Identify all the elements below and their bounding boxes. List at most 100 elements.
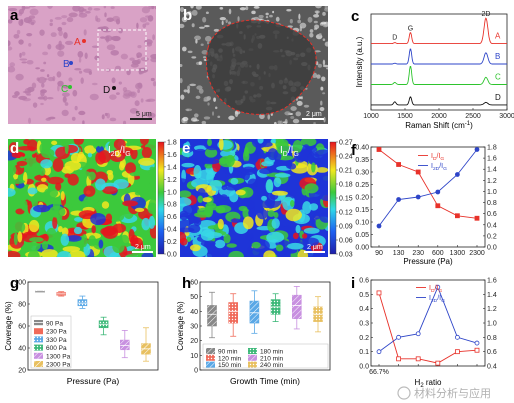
e-map-region: [267, 210, 275, 218]
d-map-region: [13, 221, 26, 234]
micrograph-grain: [27, 19, 36, 25]
e-colorbar-label: 0.09: [339, 224, 353, 231]
g-legend-label: 2300 Pa: [46, 362, 71, 369]
f-point: [396, 197, 402, 202]
micrograph-grain: [21, 61, 27, 64]
point-label-a: A: [74, 37, 81, 48]
c-xtick-label: 2500: [465, 113, 481, 120]
sem-particle: [314, 24, 320, 30]
d-colorbar-label: 0.6: [167, 214, 177, 221]
e-map-region: [226, 243, 237, 248]
c-xtick-label: 2000: [431, 113, 447, 120]
sem-particle: [217, 115, 221, 119]
f-ytick-label-right: 0.2: [487, 233, 497, 240]
d-map-region: [80, 199, 98, 208]
e-colorbar-label: 0.06: [339, 238, 353, 245]
e-map-region: [182, 145, 194, 153]
d-map-region: [101, 201, 110, 209]
d-map-region: [39, 143, 45, 154]
micrograph-grain: [43, 95, 48, 101]
micrograph-grain: [8, 7, 18, 12]
e-map-region: [218, 139, 224, 151]
sem-particle: [180, 78, 183, 84]
e-map-region: [319, 191, 328, 202]
f-xtick-label: 600: [432, 250, 444, 257]
d-map-region: [25, 242, 33, 249]
i-ytick-label-left: 0.0: [359, 364, 369, 371]
e-map-region: [219, 194, 229, 206]
g-ytick-label-left: 40: [18, 346, 26, 353]
d-map-region: [91, 225, 96, 234]
sem-particle: [180, 94, 185, 100]
e-map-region: [244, 146, 249, 157]
e-map-region: [289, 200, 295, 207]
e-map-region: [273, 177, 282, 188]
f-ytick-label-right: 1.2: [487, 178, 497, 185]
d-map-region: [137, 189, 153, 194]
h-box-pattern: [228, 302, 238, 324]
micrograph-grain: [78, 57, 82, 63]
micrograph-grain: [137, 45, 142, 49]
micrograph-grain: [77, 51, 84, 58]
f-point: [376, 223, 382, 229]
i-ytick-label-left: 0.5: [359, 292, 369, 299]
sem-particle: [187, 88, 190, 94]
panel-a-micrograph: AB C D 5 μm: [8, 6, 156, 124]
d-map-region: [149, 175, 156, 187]
micrograph-grain: [140, 56, 150, 62]
micrograph-grain: [109, 117, 117, 122]
d-map-region: [88, 171, 96, 181]
micrograph-grain: [123, 89, 133, 97]
panel-b-label: b: [183, 7, 192, 24]
e-map-region: [206, 251, 225, 257]
d-map-region: [100, 227, 117, 236]
sem-particle: [182, 46, 187, 52]
micrograph-grain: [110, 36, 120, 41]
g-box-pattern: [35, 290, 45, 293]
micrograph-grain: [63, 32, 68, 39]
sem-particle: [324, 41, 328, 47]
micrograph-grain: [61, 21, 67, 26]
g-legend-label: 330 Pa: [46, 337, 67, 344]
micrograph-grain: [152, 81, 156, 87]
e-colorbar-label: 0.12: [339, 210, 353, 217]
micrograph-grain: [106, 112, 111, 119]
d-map-region: [105, 213, 113, 222]
g-box-pattern: [77, 299, 87, 306]
sem-particle: [219, 7, 224, 10]
f-ytick-label-left: 0.40: [355, 145, 369, 152]
sem-particle: [290, 106, 297, 111]
f-xtick-label: 2300: [469, 250, 485, 257]
sem-particle: [267, 114, 271, 120]
h-legend-label: 210 min: [260, 355, 284, 362]
micrograph-grain: [74, 105, 78, 111]
e-map-region: [214, 239, 226, 249]
d-map-region: [51, 140, 58, 146]
e-map-region: [311, 162, 316, 173]
f-xtick-label: 90: [375, 250, 383, 257]
micrograph-grain: [110, 6, 115, 9]
micrograph-grain: [54, 16, 62, 20]
i-point: [474, 347, 480, 353]
h-legend-swatch-pattern: [206, 354, 215, 361]
d-map-region: [73, 226, 83, 235]
micrograph-grain: [137, 89, 140, 94]
e-map-region: [180, 197, 192, 207]
micrograph-grain: [19, 52, 22, 58]
micrograph-grain: [29, 8, 39, 16]
sem-particle: [213, 97, 216, 102]
micrograph-grain: [47, 6, 53, 9]
micrograph-grain: [19, 58, 28, 61]
micrograph-grain: [87, 6, 93, 11]
e-map-region: [197, 187, 206, 198]
micrograph-grain: [45, 117, 51, 121]
sem-particle: [297, 19, 302, 24]
h-legend-swatch-pattern: [248, 361, 257, 368]
e-map-region: [285, 208, 302, 222]
micrograph-grain: [93, 7, 101, 11]
d-map-region: [124, 142, 143, 147]
e-map-region: [316, 178, 322, 185]
micrograph-grain: [62, 96, 67, 103]
d-colorbar-label: 0.8: [167, 202, 177, 209]
f-point: [396, 162, 402, 167]
